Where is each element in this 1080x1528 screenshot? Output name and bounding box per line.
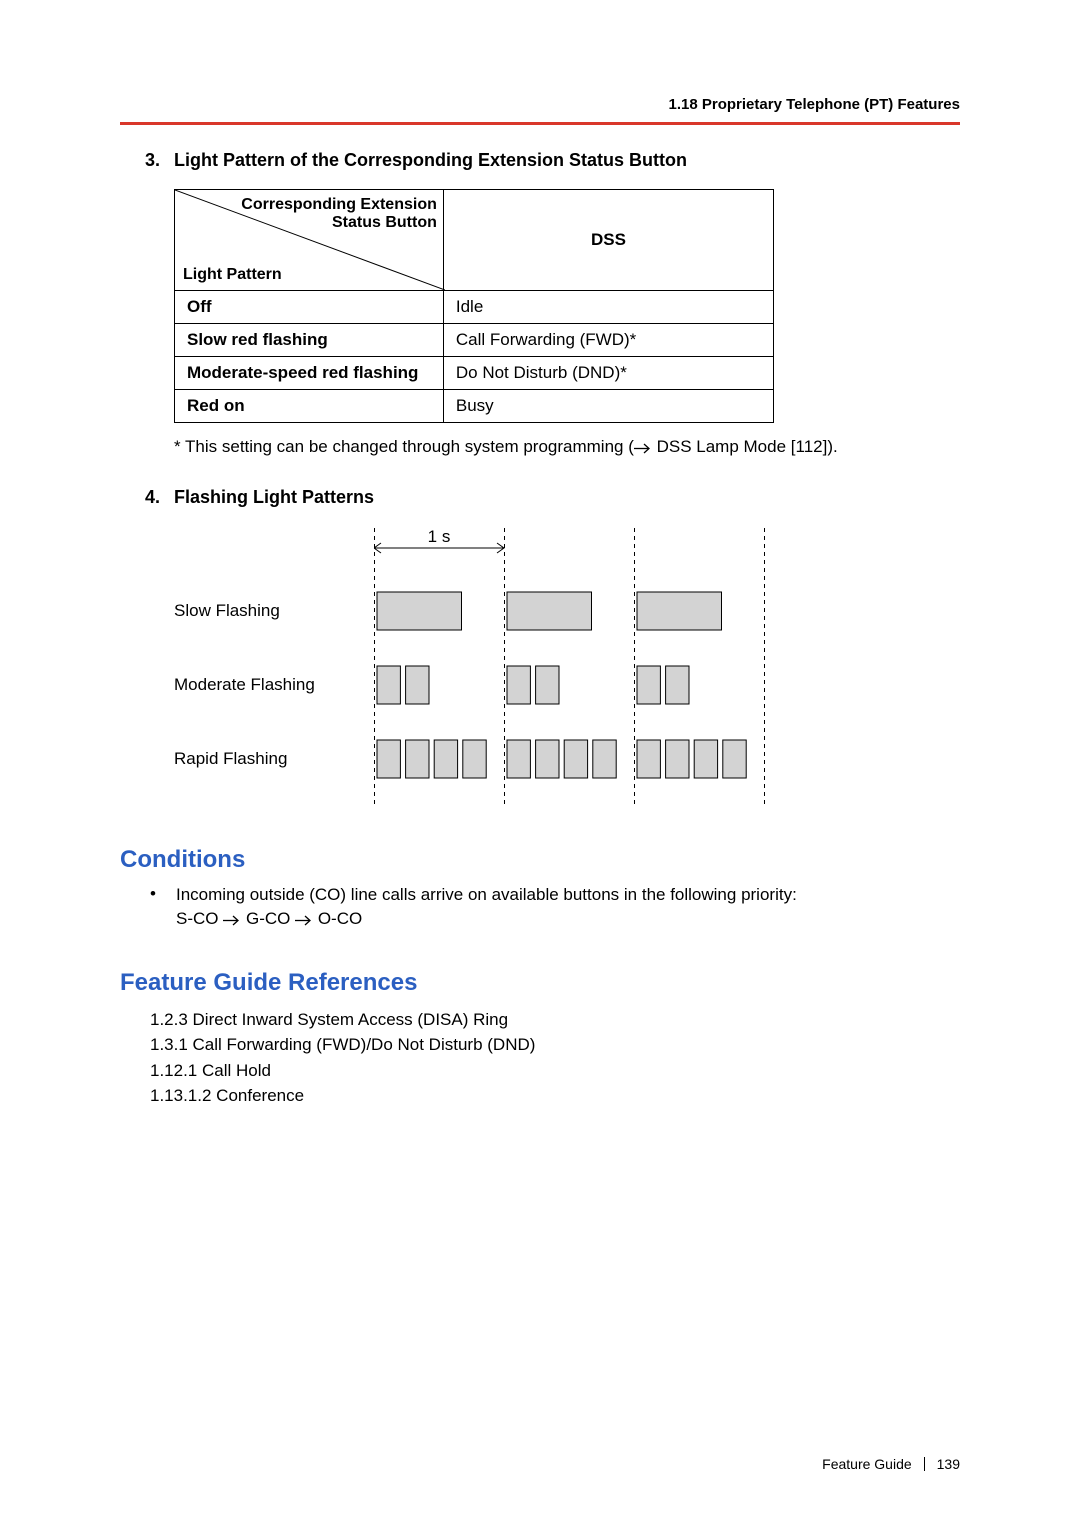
table-row: Slow red flashing Call Forwarding (FWD)*: [175, 324, 774, 357]
header-red-rule: [120, 122, 960, 125]
diag-header-top-l1: Corresponding Extension: [241, 196, 437, 213]
table-row: Moderate-speed red flashing Do Not Distu…: [175, 357, 774, 390]
extension-status-table: Corresponding Extension Status Button Li…: [174, 189, 774, 423]
diag-header-top: Corresponding Extension Status Button: [241, 196, 437, 233]
table-footnote: * This setting can be changed through sy…: [174, 437, 960, 457]
item-3-title: Light Pattern of the Corresponding Exten…: [174, 150, 687, 171]
table-cell-left: Moderate-speed red flashing: [175, 357, 444, 390]
svg-text:1 s: 1 s: [428, 528, 451, 546]
diagonal-header-cell: Corresponding Extension Status Button Li…: [175, 190, 444, 291]
references-heading: Feature Guide References: [120, 969, 960, 997]
table-cell-right: Do Not Disturb (DND)*: [443, 357, 773, 390]
table-cell-left: Off: [175, 291, 444, 324]
table-header-row: Corresponding Extension Status Button Li…: [175, 190, 774, 291]
item-4-title: Flashing Light Patterns: [174, 487, 374, 508]
item-4-section: 4. Flashing Light Patterns Slow Flashing…: [120, 487, 960, 806]
references-list: 1.2.3 Direct Inward System Access (DISA)…: [150, 1007, 960, 1109]
content-area: 3. Light Pattern of the Corresponding Ex…: [120, 150, 960, 1109]
header-section-label: 1.18 Proprietary Telephone (PT) Features: [669, 96, 960, 113]
reference-item: 1.2.3 Direct Inward System Access (DISA)…: [150, 1007, 960, 1033]
arrow-right-icon: [634, 443, 652, 454]
reference-item: 1.12.1 Call Hold: [150, 1058, 960, 1084]
footnote-suffix: DSS Lamp Mode [112]).: [652, 437, 838, 456]
flashing-patterns-wrap: Slow Flashing Moderate Flashing Rapid Fl…: [174, 528, 960, 806]
co-priority-chain: S-CO G-CO O-CO: [176, 909, 960, 929]
table-cell-right: Idle: [443, 291, 773, 324]
extension-status-table-wrap: Corresponding Extension Status Button Li…: [174, 189, 960, 423]
item-3-number: 3.: [120, 150, 174, 171]
reference-item: 1.13.1.2 Conference: [150, 1083, 960, 1109]
dss-header-cell: DSS: [443, 190, 773, 291]
item-3-heading: 3. Light Pattern of the Corresponding Ex…: [120, 150, 960, 171]
table-cell-right: Call Forwarding (FWD)*: [443, 324, 773, 357]
table-cell-left: Red on: [175, 390, 444, 423]
footer-page-number: 139: [937, 1456, 960, 1472]
table-cell-left: Slow red flashing: [175, 324, 444, 357]
bullet-icon: •: [150, 884, 176, 904]
page: 1.18 Proprietary Telephone (PT) Features…: [0, 0, 1080, 1528]
slow-flashing-label: Slow Flashing: [174, 574, 374, 648]
footnote-prefix: * This setting can be changed through sy…: [174, 437, 634, 456]
moderate-flashing-label: Moderate Flashing: [174, 648, 374, 722]
diag-header-bottom: Light Pattern: [183, 266, 282, 284]
diag-header-top-l2: Status Button: [332, 214, 437, 231]
item-4-number: 4.: [120, 487, 174, 508]
conditions-heading: Conditions: [120, 846, 960, 874]
co-chain-item: S-CO: [176, 909, 219, 928]
conditions-bullet-text: Incoming outside (CO) line calls arrive …: [176, 884, 960, 907]
rapid-flashing-label: Rapid Flashing: [174, 722, 374, 796]
co-chain-item: G-CO: [246, 909, 290, 928]
table-row: Off Idle: [175, 291, 774, 324]
footer-label: Feature Guide: [822, 1456, 912, 1472]
patterns-labels-col: Slow Flashing Moderate Flashing Rapid Fl…: [174, 528, 374, 796]
item-4-heading: 4. Flashing Light Patterns: [120, 487, 960, 508]
conditions-bullet-row: • Incoming outside (CO) line calls arriv…: [150, 884, 960, 907]
table-row: Red on Busy: [175, 390, 774, 423]
reference-item: 1.3.1 Call Forwarding (FWD)/Do Not Distu…: [150, 1032, 960, 1058]
flashing-patterns-diagram: 1 s: [374, 528, 784, 806]
table-cell-right: Busy: [443, 390, 773, 423]
page-footer: Feature Guide 139: [822, 1456, 960, 1472]
co-chain-item: O-CO: [318, 909, 362, 928]
footer-separator: [924, 1457, 925, 1471]
